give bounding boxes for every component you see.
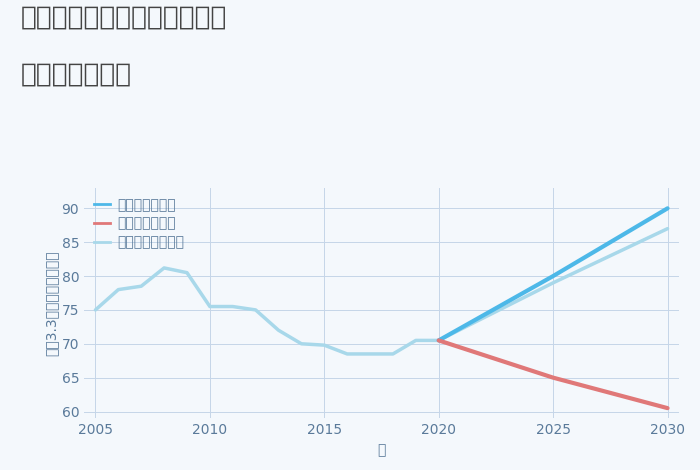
- Text: 土地の価格推移: 土地の価格推移: [21, 61, 132, 87]
- Text: 神奈川県横浜市南区白金町の: 神奈川県横浜市南区白金町の: [21, 5, 228, 31]
- Legend: グッドシナリオ, バッドシナリオ, ノーマルシナリオ: グッドシナリオ, バッドシナリオ, ノーマルシナリオ: [91, 195, 187, 252]
- Y-axis label: 坪（3.3㎡）単価（万円）: 坪（3.3㎡）単価（万円）: [45, 251, 59, 356]
- X-axis label: 年: 年: [377, 443, 386, 457]
